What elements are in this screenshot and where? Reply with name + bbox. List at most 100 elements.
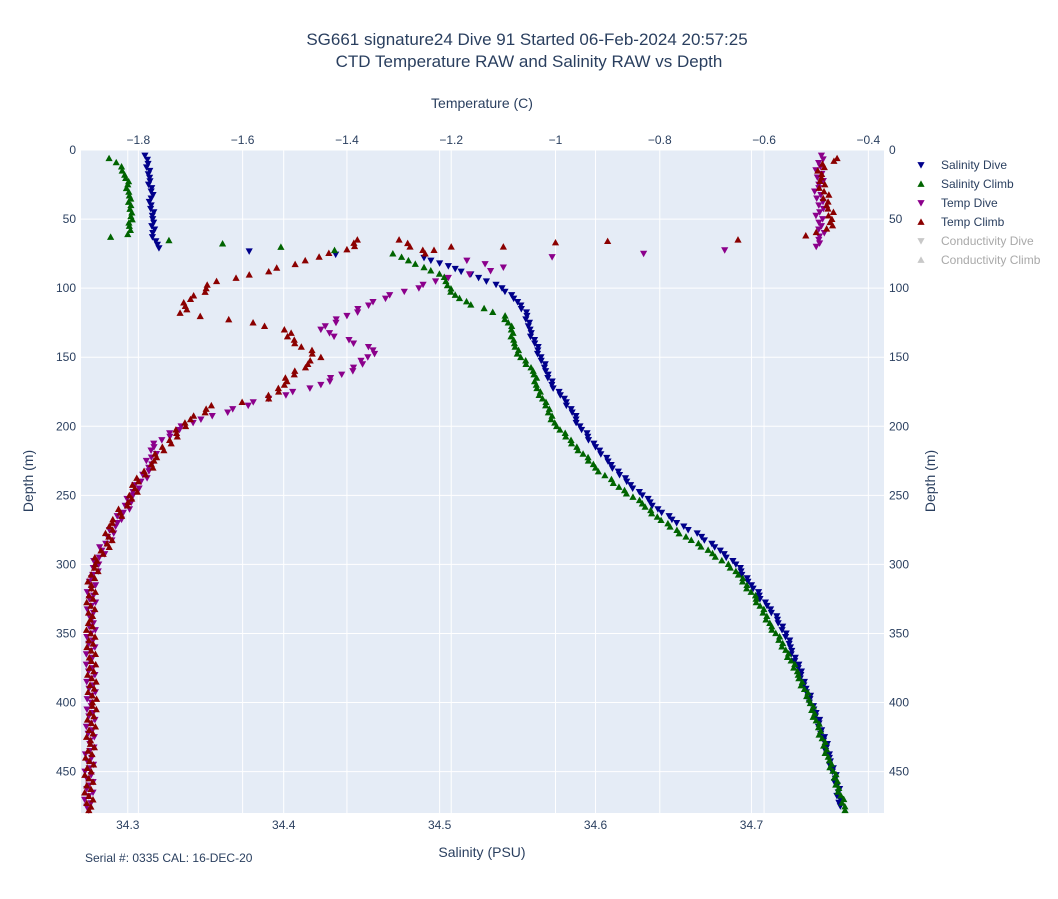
depth-tick-label-right: 250: [889, 488, 909, 502]
salinity-dive-point: [654, 506, 662, 513]
temp-dive-point: [244, 402, 252, 410]
temp-climb-point: [89, 595, 97, 602]
temp-climb-point: [275, 388, 283, 395]
salinity-climb-point: [117, 162, 126, 170]
temp-climb-point: [105, 522, 113, 530]
temp-climb-point: [816, 177, 824, 184]
salinity-dive-point: [562, 399, 570, 406]
temp-climb-point: [829, 208, 838, 216]
temp-dive-point: [82, 661, 90, 669]
temp-dive-point: [813, 195, 821, 202]
temp-climb-point: [186, 415, 195, 423]
temp-climb-point: [819, 194, 827, 202]
salinity-climb-point: [682, 533, 690, 540]
grid-lines: [81, 149, 884, 813]
temp-climb-point: [88, 691, 96, 699]
temp-dive-point: [349, 364, 358, 372]
temp-climb-point: [91, 560, 99, 568]
temperature-tick-label: −0.6: [752, 133, 776, 147]
salinity-dive-point: [785, 640, 793, 648]
salinity-dive-point: [533, 350, 542, 358]
tick-labels: 34.3 34.4 34.5 34.6 34.7 −1.8 −1.6 −1.4 −1.2 −1 −0…: [56, 133, 909, 832]
salinity-climb-point: [833, 777, 841, 785]
salinity-dive-point: [572, 416, 580, 423]
temp-dive-point: [92, 582, 100, 589]
temp-climb-point: [343, 245, 351, 253]
salinity-dive-point: [743, 575, 751, 582]
salinity-climb-point: [821, 738, 829, 745]
serial-footer: Serial #: 0335 CAL: 16-DEC-20: [85, 851, 253, 865]
salinity-dive-point: [665, 513, 673, 520]
salinity-climb-point: [784, 649, 793, 657]
salinity-dive-point: [658, 509, 666, 517]
salinity-dive-point: [525, 319, 534, 327]
temp-climb-point: [83, 598, 91, 606]
temp-climb-point: [238, 398, 246, 405]
salinity-climb-point: [732, 567, 740, 575]
temp-dive-point: [166, 430, 174, 437]
salinity-dive-point: [148, 185, 156, 192]
salinity-climb-point: [766, 619, 774, 626]
salinity-climb-point: [825, 756, 834, 764]
salinity-climb-point: [841, 806, 849, 814]
salinity-dive-point: [604, 458, 612, 465]
salinity-dive-point: [816, 716, 824, 724]
salinity-dive-point: [510, 295, 518, 303]
salinity-climb-point: [809, 713, 817, 720]
temp-climb-point: [823, 225, 831, 232]
salinity-dive-point: [555, 388, 563, 396]
salinity-dive-point: [492, 281, 500, 289]
temp-dive-point: [816, 209, 824, 216]
depth-tick-label-right: 200: [889, 419, 909, 433]
temp-climb-point: [103, 540, 111, 547]
salinity-climb-point: [451, 291, 459, 298]
salinity-dive-point: [451, 265, 459, 273]
temp-climb-point: [87, 581, 96, 588]
salinity-climb-point: [734, 571, 743, 578]
salinity-dive-point: [623, 478, 631, 486]
salinity-dive-point: [517, 305, 525, 313]
temp-climb-point: [92, 660, 100, 668]
salinity-climb-point: [533, 384, 541, 392]
depth-tick-label-right: 150: [889, 350, 909, 364]
salinity-climb-point: [538, 395, 547, 402]
temp-climb-point: [128, 495, 136, 502]
salinity-climb-point: [501, 312, 509, 319]
salinity-dive-point: [567, 406, 575, 413]
temp-climb-point: [190, 412, 198, 419]
salinity-climb-point: [798, 678, 806, 685]
salinity-climb-point: [330, 246, 339, 254]
salinity-climb-point: [762, 616, 770, 623]
temp-climb-point: [84, 609, 93, 616]
temp-climb-point: [186, 295, 195, 303]
temp-climb-point: [287, 329, 295, 336]
salinity-dive-point: [568, 409, 576, 417]
salinity-climb-point: [808, 706, 816, 713]
salinity-climb-point: [768, 626, 776, 633]
salinity-dive-point: [621, 475, 630, 482]
temp-climb-point: [265, 267, 273, 275]
temp-climb-point: [824, 198, 832, 205]
salinity-dive-point: [498, 285, 506, 292]
salinity-climb-point: [657, 516, 665, 524]
temp-dive-point: [815, 160, 823, 167]
temp-climb-point: [89, 640, 97, 647]
salinity-climb-point: [594, 467, 602, 475]
salinity-climb-point: [666, 523, 674, 530]
temp-climb-point: [131, 484, 139, 492]
temp-climb-point: [86, 616, 94, 623]
temp-climb-point: [84, 671, 92, 678]
temp-climb-point: [85, 792, 93, 799]
temp-climb-legend-marker: [917, 218, 925, 225]
temp-climb-point: [183, 305, 191, 313]
salinity-dive-point: [763, 602, 771, 610]
salinity-climb-point: [118, 167, 126, 174]
salinity-climb-point: [128, 209, 136, 216]
salinity-climb-point: [389, 249, 397, 257]
salinity-dive-point: [147, 205, 155, 213]
temp-dive-point: [224, 409, 232, 417]
temp-dive-point: [815, 219, 823, 227]
temp-climb-point: [89, 622, 97, 630]
temp-dive-point: [819, 156, 827, 163]
salinity-climb-point: [779, 639, 787, 647]
